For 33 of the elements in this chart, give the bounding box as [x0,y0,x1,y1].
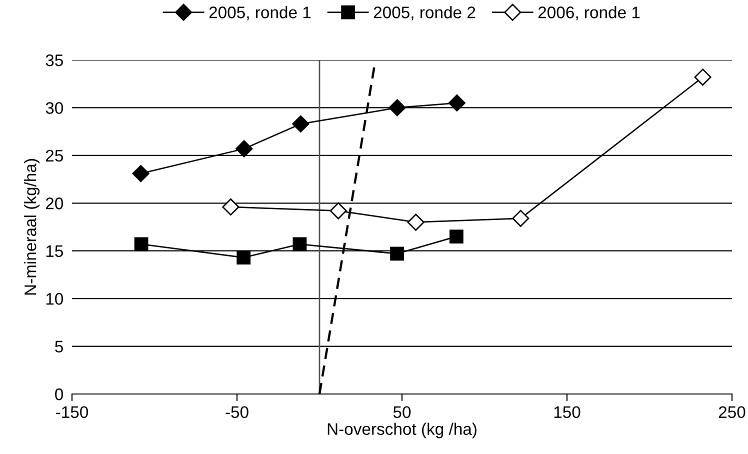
point [236,140,253,158]
x-tick-label: 150 [554,406,580,418]
x-tick-label: 250 [718,406,746,418]
legend-label: 2005, ronde 1 [209,6,311,20]
point [512,210,530,227]
x-tick-label: -150 [56,406,88,418]
y-tick-label: 10 [46,292,64,305]
y-tick-label: 15 [46,245,63,258]
y-tick-label: 20 [46,198,64,210]
point [390,246,404,261]
point [694,68,712,86]
point [236,250,251,264]
point [292,237,307,252]
y-tick-label: 0 [55,388,64,400]
x-tick-label: 50 [393,406,411,418]
point [448,94,466,112]
point [330,202,347,220]
point [388,99,406,116]
legend-label: 2005, ronde 2 [374,6,476,20]
y-tick-label: 25 [46,150,63,162]
y-tick-label: 5 [55,340,63,352]
x-axis-title: N-overschot (kg /ha) [328,422,476,438]
point [292,115,310,132]
point [132,165,150,182]
y-axis-title: N-mineraal (kg/ha) [24,159,40,295]
point [407,214,424,231]
legend-label: 2006, ronde 1 [538,6,640,20]
x-tick-label: -50 [226,406,248,418]
point [222,198,240,216]
y-tick-label: 35 [46,54,63,66]
point [450,230,464,244]
y-tick-label: 30 [46,102,64,114]
point [134,237,148,252]
